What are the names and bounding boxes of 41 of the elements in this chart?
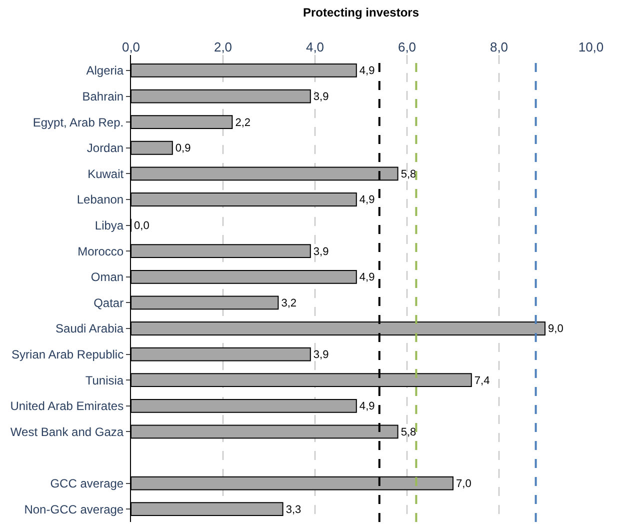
- chart-title: Protecting investors: [302, 5, 420, 20]
- y-tick-label: Qatar: [94, 296, 124, 310]
- x-tick-label: 6,0: [398, 39, 416, 54]
- y-tick-label: Tunisia: [85, 373, 124, 388]
- y-tick-label: Algeria: [86, 64, 124, 78]
- data-label: 4,9: [359, 65, 375, 78]
- data-label: 3,3: [286, 504, 302, 516]
- y-tick-label: Saudi Arabia: [56, 322, 124, 336]
- y-tick-label: Jordan: [86, 141, 124, 156]
- x-tick-label: 10,0: [578, 39, 604, 54]
- data-label: 4,9: [359, 194, 375, 206]
- data-label: 4,9: [359, 272, 375, 284]
- y-tick-label: GCC average: [50, 476, 124, 490]
- x-tick-label: 0,0: [122, 39, 140, 54]
- y-tick-label: Syrian Arab Republic: [12, 347, 124, 362]
- data-label: 9,0: [548, 323, 564, 336]
- data-label: 3,9: [313, 246, 329, 258]
- y-tick-label: Oman: [90, 270, 124, 284]
- x-tick-label: 4,0: [306, 39, 324, 54]
- data-label: 5,8: [400, 168, 416, 180]
- data-label: 3,9: [313, 90, 329, 103]
- data-label: 7,4: [474, 374, 490, 387]
- data-label: 5,8: [400, 426, 416, 438]
- y-tick-label: Bahrain: [82, 89, 124, 104]
- data-label: 4,9: [359, 400, 375, 413]
- y-tick-label: Lebanon: [76, 192, 124, 207]
- y-tick-label: Morocco: [78, 244, 124, 258]
- y-tick-label: Non-GCC average: [24, 502, 124, 516]
- data-label: 3,2: [281, 297, 297, 310]
- data-label: 2,2: [235, 116, 251, 129]
- data-label: 0,0: [134, 220, 150, 232]
- x-tick-label: 8,0: [490, 39, 508, 54]
- x-tick-label: 2,0: [214, 39, 232, 54]
- data-label: 0,9: [175, 142, 191, 155]
- data-label: 7,0: [456, 478, 472, 490]
- y-tick-label: Libya: [94, 218, 124, 232]
- y-tick-label: United Arab Emirates: [10, 399, 124, 414]
- y-tick-label: Egypt, Arab Rep.: [32, 115, 124, 130]
- y-tick-label: West Bank and Gaza: [10, 424, 124, 439]
- data-label: 3,9: [313, 348, 329, 361]
- y-tick-label: Kuwait: [88, 166, 124, 181]
